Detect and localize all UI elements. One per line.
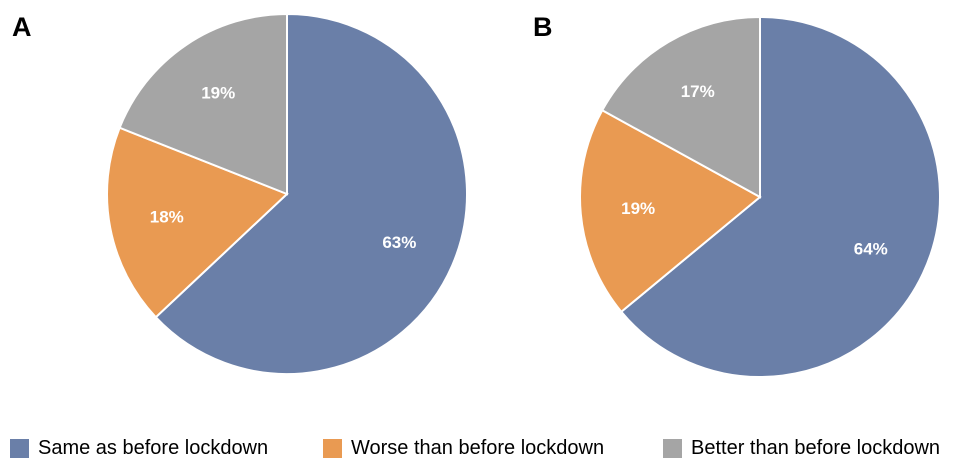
legend-swatch-same (10, 438, 29, 458)
chart-legend: Same as before lockdown Worse than befor… (10, 436, 972, 460)
pie-b-label-worse: 19% (621, 199, 655, 218)
pie-a-slice-same (154, 12, 468, 375)
pie-b-label-better: 17% (681, 82, 715, 101)
pie-b-slice-same (619, 15, 941, 378)
pie-chart-b: 64% 19% 17% (579, 15, 941, 378)
legend-item-same: Same as before lockdown (10, 436, 268, 460)
legend-label-worse: Worse than before lockdown (351, 436, 605, 459)
legend-swatch-worse (323, 438, 342, 458)
pie-a-slice-better (118, 12, 288, 196)
panel-label-a: A (12, 12, 32, 42)
pie-b-slice-better (600, 15, 761, 199)
pie-chart-a: 63% 18% 19% (106, 12, 468, 375)
legend-item-better: Better than before lockdown (663, 436, 940, 460)
pie-a-label-worse: 18% (150, 207, 184, 226)
panel-label-b: B (533, 12, 553, 42)
pie-a-label-same: 63% (382, 233, 416, 252)
legend-item-worse: Worse than before lockdown (323, 436, 604, 460)
pie-b-slice-worse (579, 108, 762, 314)
legend-label-better: Better than before lockdown (691, 436, 941, 459)
pie-a-slice-worse (106, 126, 289, 319)
pie-a-label-better: 19% (201, 83, 235, 102)
pie-b-label-same: 64% (854, 240, 888, 259)
legend-label-same: Same as before lockdown (38, 436, 269, 459)
legend-swatch-better (663, 438, 682, 458)
